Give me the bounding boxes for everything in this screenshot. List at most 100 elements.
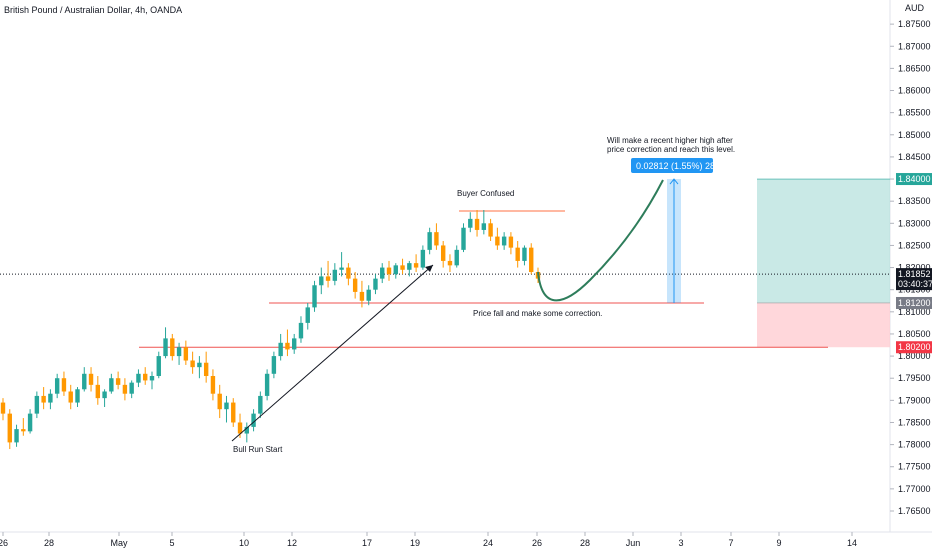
candle-body: [122, 384, 128, 394]
candle-body: [88, 373, 94, 385]
currency-label: AUD: [905, 3, 925, 13]
candle-body: [271, 356, 277, 374]
candle-body: [203, 362, 209, 377]
measure-label-box: [631, 158, 713, 173]
candle-body: [522, 247, 527, 261]
candle-body: [0, 402, 6, 414]
candle-body: [447, 260, 453, 266]
candle-body: [474, 218, 480, 230]
x-tick-label: 28: [44, 538, 54, 548]
candle-body: [115, 378, 121, 385]
candle-body: [278, 342, 283, 357]
y-tick-label: 1.87000: [898, 41, 931, 51]
candle-body: [34, 395, 40, 414]
candle-body: [481, 223, 487, 230]
candle-body: [224, 402, 229, 410]
candle-body: [366, 289, 371, 301]
x-tick-label: Jun: [626, 538, 641, 548]
candle-body: [312, 285, 317, 308]
x-tick-label: 10: [239, 538, 249, 548]
candle-body: [14, 429, 19, 443]
candle-body: [129, 382, 134, 394]
candle-body: [170, 338, 175, 357]
candle-body: [427, 232, 432, 250]
candle-body: [420, 249, 426, 268]
candle-body: [359, 291, 365, 301]
candle-body: [461, 227, 466, 250]
candle-body: [495, 236, 500, 246]
target-price-tag: 1.84000: [896, 173, 932, 186]
candle-body: [285, 342, 290, 350]
candle-body: [501, 236, 507, 246]
annotation-higher-high-line1: Will make a recent higher high after: [607, 136, 733, 145]
svg-text:03:40:37: 03:40:37: [898, 279, 932, 289]
y-tick-label: 1.84500: [898, 152, 931, 162]
candle-body: [468, 218, 473, 228]
y-tick-label: 1.82500: [898, 240, 931, 250]
y-tick-label: 1.83000: [898, 218, 931, 228]
x-tick-label: 3: [678, 538, 683, 548]
x-tick-label: 28: [580, 538, 590, 548]
candle-body: [244, 426, 249, 434]
x-tick-label: 7: [728, 538, 733, 548]
time-axis[interactable]: 26 28 May 5 10 12 17 19 24 26 28 Jun 3 7 9 14: [0, 532, 857, 548]
x-tick-label: 24: [483, 538, 493, 548]
candle-body: [102, 391, 107, 399]
candle-body: [143, 373, 148, 381]
candle-body: [197, 362, 202, 368]
candle-body: [488, 223, 493, 237]
annotation-buyer-confused: Buyer Confused: [457, 189, 514, 198]
candle-body: [54, 378, 60, 394]
candle-body: [7, 413, 12, 443]
candle-body: [156, 356, 161, 377]
candle-body: [82, 373, 87, 390]
bull-run-arrow: [231, 264, 434, 442]
candle-body: [231, 402, 236, 423]
candle-body: [176, 347, 182, 357]
y-tick-label: 1.86000: [898, 86, 931, 96]
candle-body: [400, 265, 405, 270]
candle-body: [149, 376, 155, 381]
measure-arrowhead: [669, 178, 679, 185]
candle-body: [319, 276, 324, 286]
candle-body: [413, 263, 419, 268]
candle-body: [258, 395, 263, 414]
y-tick-label: 1.79500: [898, 373, 931, 383]
bull-run-arrowhead: [425, 265, 433, 272]
chart-title: British Pound / Australian Dollar, 4h, O…: [4, 5, 182, 15]
annotation-bull-run-start: Bull Run Start: [233, 445, 283, 454]
price-axis[interactable]: 1.87500 1.87000 1.86500 1.86000 1.85500 1.850…: [890, 19, 931, 516]
entry-price-tag: 1.81200: [896, 296, 932, 309]
y-tick-label: 1.79000: [898, 395, 931, 405]
candle-body: [346, 267, 351, 279]
candle-body: [529, 247, 534, 272]
candle-body: [251, 413, 256, 427]
current-price-tag: 1.81852 03:40:37: [896, 268, 932, 291]
projected-path: [537, 179, 664, 302]
y-tick-label: 1.78500: [898, 417, 931, 427]
candle-body: [217, 393, 222, 410]
stop-price-tag: 1.80200: [896, 341, 932, 354]
candle-body: [41, 395, 46, 403]
y-tick-label: 1.81000: [898, 307, 931, 317]
candlestick-series: [0, 210, 541, 450]
measure-label: 0.02812 (1.55%) 281.2: [636, 161, 728, 171]
candle-body: [75, 389, 80, 403]
candle-body: [109, 378, 114, 392]
svg-text:1.80200: 1.80200: [898, 342, 931, 352]
candle-body: [325, 276, 331, 281]
svg-text:1.81200: 1.81200: [898, 298, 931, 308]
y-tick-label: 1.77000: [898, 484, 931, 494]
candle-body: [454, 249, 459, 266]
x-tick-label: 5: [169, 538, 174, 548]
candle-body: [380, 267, 385, 279]
candle-body: [393, 265, 398, 275]
candle-body: [210, 376, 216, 394]
y-tick-label: 1.85500: [898, 108, 931, 118]
x-tick-label: 26: [0, 538, 8, 548]
x-tick-label: 19: [410, 538, 420, 548]
candle-body: [434, 232, 439, 246]
candle-body: [190, 360, 195, 368]
stop-zone: [757, 302, 890, 348]
